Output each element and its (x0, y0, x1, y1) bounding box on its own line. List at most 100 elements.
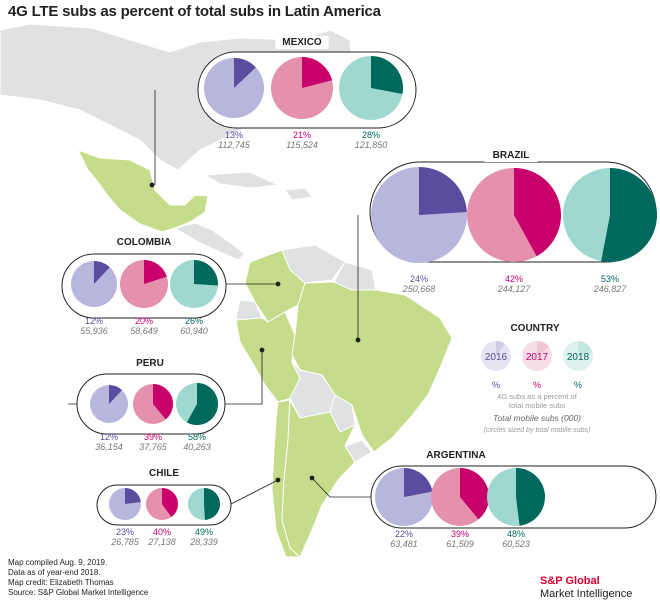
subs-label: 40,263 (183, 442, 211, 452)
pie-slice (153, 384, 174, 420)
pct-label: 12% (100, 432, 118, 442)
leader-peru (68, 350, 263, 405)
pie-slice (162, 488, 178, 517)
pie-brazil-2016 (371, 167, 467, 263)
leader-dot-brazil (355, 337, 361, 343)
footnotes: Map compiled Aug. 9, 2019. Data as of ye… (8, 558, 148, 598)
pie-slice (404, 468, 433, 497)
subs-label: 60,523 (502, 539, 530, 549)
pie-chile-2018 (188, 487, 221, 520)
pie-slice (601, 168, 657, 262)
pie-mexico-2017 (271, 56, 333, 119)
pct-label: 22% (395, 529, 413, 539)
leader-argentina (311, 477, 371, 498)
pie-slice (109, 384, 123, 404)
callout-chile: CHILE 23%26,785 40%27,138 49%28,339 (96, 467, 232, 547)
pie-brazil-2017 (467, 167, 562, 262)
pie-slice (234, 58, 256, 88)
legend-note-4: (circles sized by total mobile subs) (484, 427, 591, 434)
pct-label: 23% (116, 527, 134, 537)
pie-slice (186, 383, 219, 426)
pct-label: 26% (185, 316, 203, 326)
country-name: CHILE (149, 468, 179, 479)
subs-label: 250,668 (402, 284, 436, 294)
callout-title-bg (110, 236, 178, 249)
colombia-landmass (244, 249, 306, 323)
callout-title-bg (418, 449, 494, 462)
leader-dot-argentina (309, 475, 315, 481)
pie-colombia-2017 (120, 260, 168, 308)
country-name: BRAZIL (493, 150, 530, 161)
subs-label: 28,339 (189, 537, 218, 547)
subs-label: 121,850 (355, 140, 388, 150)
pie-argentina-2018 (487, 468, 545, 526)
pct-label: 53% (601, 274, 619, 284)
footnote-line: Map compiled Aug. 9, 2019. (8, 558, 108, 567)
pie-chile-2017 (146, 488, 178, 520)
mexico-landmass (76, 149, 209, 233)
pie-mexico-2016 (204, 58, 264, 118)
map-title: 4G LTE subs as percent of total subs in … (8, 3, 381, 20)
legend: COUNTRY 2016 2017 2018 % % % 4G subs as … (481, 323, 593, 434)
footnote-line: Data as of year-end 2018. (8, 568, 101, 577)
pct-label: 13% (225, 130, 243, 140)
footnote-line: Source: S&P Global Market Intelligence (8, 588, 149, 597)
pie-slice (194, 260, 218, 286)
hispaniola (284, 187, 313, 201)
subs-label: 244,127 (497, 284, 532, 294)
legend-year-2017: 2017 (526, 352, 549, 363)
pie-colombia-2018 (170, 260, 218, 308)
pie-slice (516, 468, 545, 526)
callout-peru: PERU 12%36,154 39%37,765 58%40,263 (76, 357, 226, 452)
cuba (203, 171, 280, 189)
pct-label: 39% (144, 432, 162, 442)
pct-label: 24% (410, 274, 428, 284)
subs-label: 58,649 (130, 326, 158, 336)
callout-mexico: MEXICO 13%112,745 21%115,524 28%121,850 (197, 36, 417, 150)
country-name: PERU (136, 358, 164, 369)
legend-note-2: total mobile subs (509, 401, 566, 410)
brand-line-2: Market Intelligence (540, 588, 633, 600)
pie-argentina-2017 (431, 468, 489, 526)
pie-slice (302, 56, 333, 88)
country-name: COLOMBIA (117, 237, 171, 248)
argentina-landmass (281, 398, 357, 558)
pct-label: 58% (188, 432, 206, 442)
pie-slice (144, 260, 167, 284)
pie-chile-2016 (109, 488, 141, 520)
leader-lines (68, 90, 371, 505)
callout-brazil: BRAZIL 24%250,668 42%244,127 53%246,827 (369, 149, 657, 294)
pie-slice (460, 468, 489, 520)
subs-label: 112,745 (218, 140, 251, 150)
pct-label: 39% (451, 529, 469, 539)
callout-colombia: COLOMBIA 12%55,936 20%58,649 26%60,940 (61, 236, 227, 336)
leader-dot-chile (275, 477, 281, 483)
pie-peru-2016 (90, 384, 128, 423)
subs-label: 27,138 (147, 537, 176, 547)
brand-line-1: S&P Global (540, 575, 600, 587)
pie-mexico-2018 (339, 56, 403, 120)
central-america (173, 222, 246, 261)
legend-title: COUNTRY (510, 323, 559, 334)
pie-slice (125, 488, 141, 504)
legend-note-1: 4G subs as a percent of (497, 392, 578, 401)
pct-label: 48% (507, 529, 525, 539)
callout-title-bg (484, 149, 538, 162)
footnote-line: Map credit: Elizabeth Thomas (8, 578, 114, 587)
pie-slice (514, 167, 562, 257)
subs-label: 246,827 (593, 284, 628, 294)
pie-slice (204, 487, 221, 520)
legend-year-2018: 2018 (567, 352, 590, 363)
subs-label: 63,481 (390, 539, 418, 549)
legend-pct-2018: % (574, 380, 582, 390)
subs-label: 60,940 (180, 326, 208, 336)
subs-label: 61,509 (446, 539, 474, 549)
legend-circle-2017: 2017 (522, 341, 552, 371)
callout-title-bg (141, 467, 187, 480)
callout-argentina: ARGENTINA 22%63,481 39%61,509 48%60,523 (370, 449, 657, 549)
pie-colombia-2016 (71, 261, 117, 307)
subs-label: 115,524 (286, 140, 318, 150)
pie-peru-2017 (133, 384, 174, 424)
